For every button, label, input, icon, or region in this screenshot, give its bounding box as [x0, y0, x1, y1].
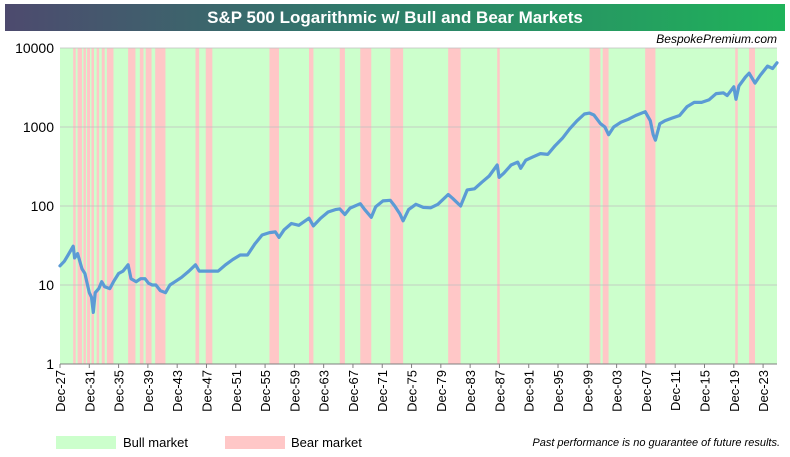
- legend-label-bull: Bull market: [123, 435, 189, 450]
- chart-title: S&P 500 Logarithmic w/ Bull and Bear Mar…: [5, 4, 785, 31]
- x-tick-label-13: Dec-79: [434, 370, 449, 412]
- legend-swatch-bull: [56, 436, 116, 449]
- x-tick-label-23: Dec-19: [727, 370, 742, 412]
- x-tick-label-6: Dec-51: [229, 370, 244, 412]
- disclaimer-text: Past performance is no guarantee of futu…: [532, 437, 780, 449]
- x-tick-label-4: Dec-43: [170, 370, 185, 412]
- x-tick-label-2: Dec-35: [112, 370, 127, 412]
- source-label: BespokePremium.com: [656, 32, 777, 46]
- x-tick-label-14: Dec-83: [463, 370, 478, 412]
- y-tick-label-1: 10: [38, 277, 54, 293]
- x-tick-label-7: Dec-55: [258, 370, 273, 412]
- x-tick-label-24: Dec-23: [756, 370, 771, 412]
- y-tick-label-2: 100: [31, 198, 55, 214]
- x-tick-label-12: Dec-75: [405, 370, 420, 412]
- series-line-0: [58, 61, 779, 314]
- x-tick-label-22: Dec-15: [697, 370, 712, 412]
- x-tick-label-5: Dec-47: [199, 370, 214, 412]
- x-tick-label-16: Dec-91: [522, 370, 537, 412]
- x-tick-label-17: Dec-95: [551, 370, 566, 412]
- legend-swatch-bear: [225, 436, 285, 449]
- legend-label-bear: Bear market: [291, 435, 362, 450]
- x-tick-label-9: Dec-63: [317, 370, 332, 412]
- x-tick-label-0: Dec-27: [53, 370, 68, 412]
- x-tick-label-20: Dec-07: [639, 370, 654, 412]
- x-tick-label-10: Dec-67: [346, 370, 361, 412]
- y-tick-label-0: 1: [46, 356, 54, 372]
- x-tick-label-8: Dec-59: [287, 370, 302, 412]
- y-tick-label-3: 1000: [23, 119, 54, 135]
- x-tick-label-3: Dec-39: [141, 370, 156, 412]
- x-tick-label-21: Dec-11: [668, 370, 683, 411]
- x-tick-label-1: Dec-31: [82, 370, 97, 412]
- x-tick-label-15: Dec-87: [492, 370, 507, 412]
- x-tick-label-18: Dec-99: [580, 370, 595, 412]
- x-tick-label-19: Dec-03: [610, 370, 625, 412]
- y-tick-label-4: 10000: [15, 40, 54, 56]
- x-tick-label-11: Dec-71: [375, 370, 390, 412]
